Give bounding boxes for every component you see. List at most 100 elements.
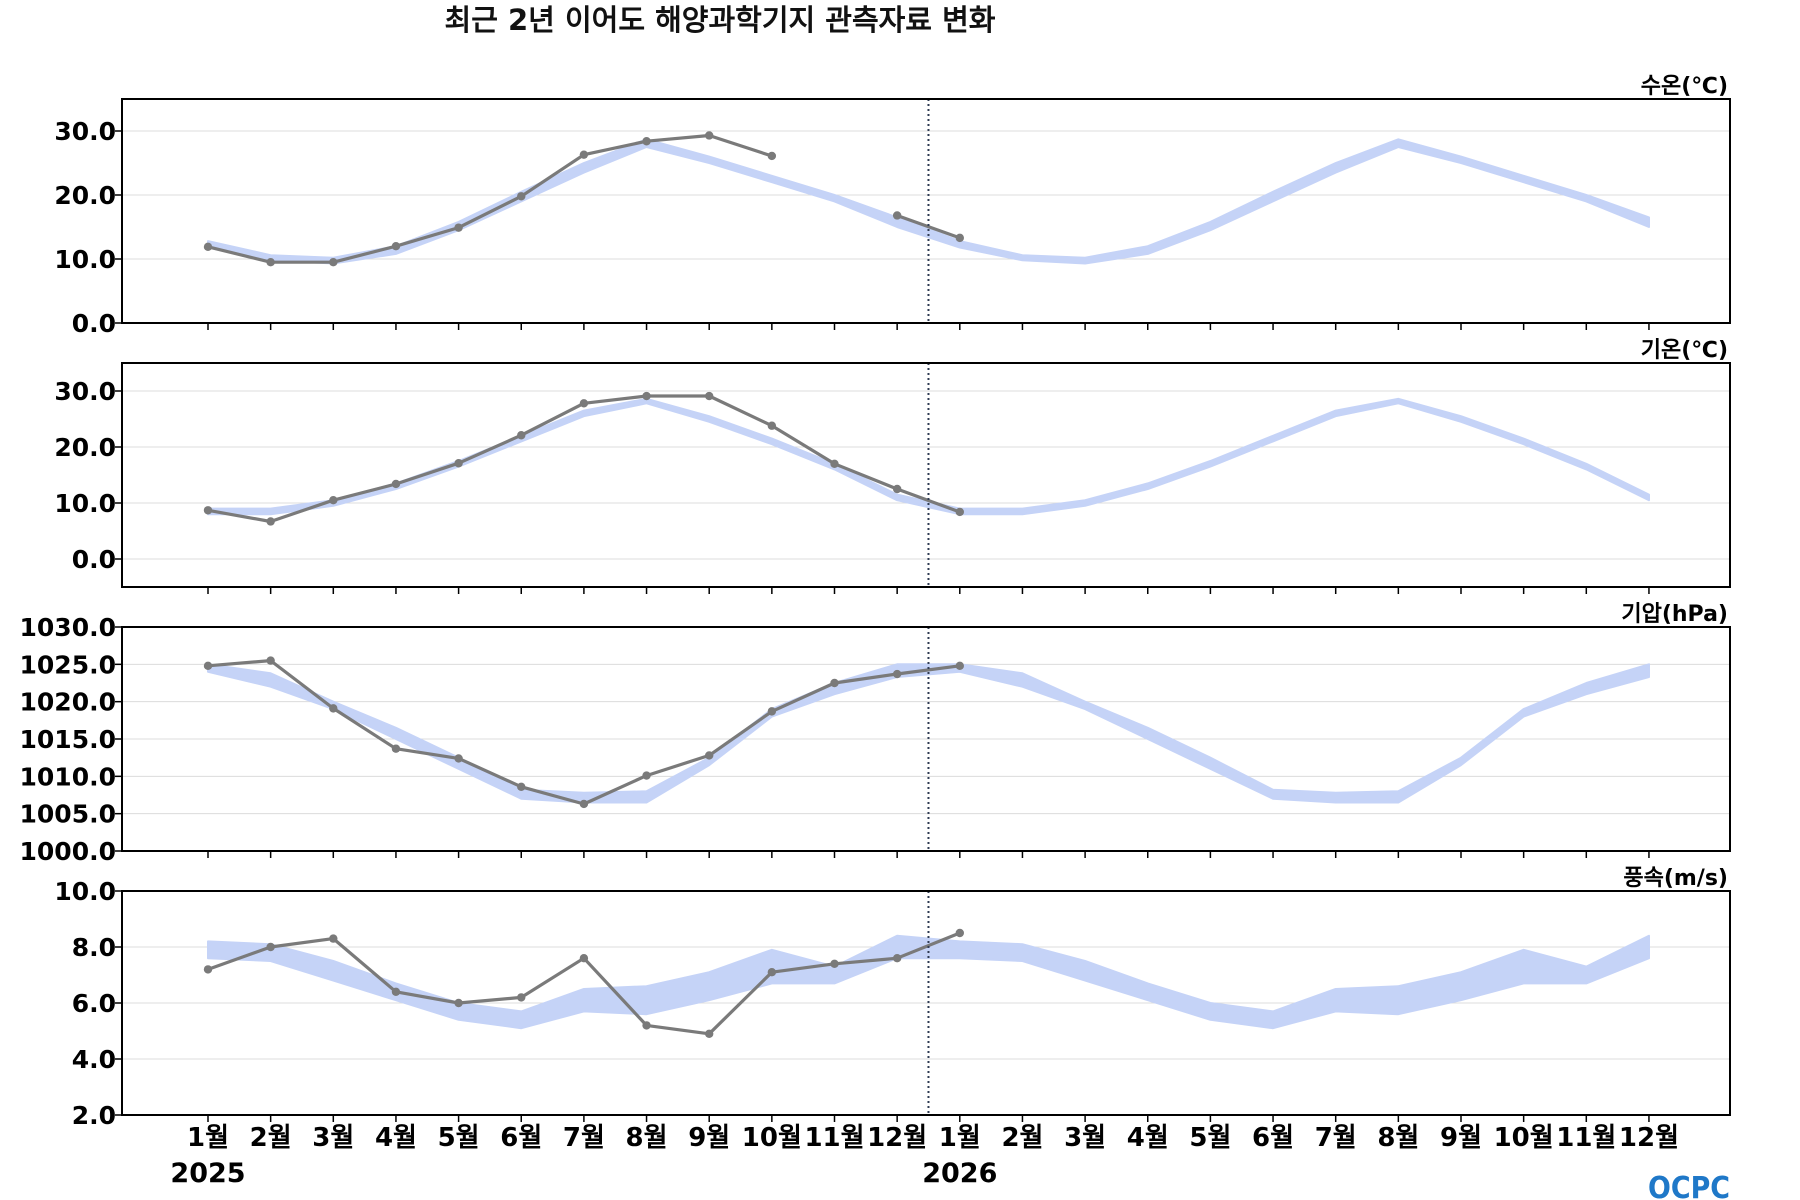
y-tick-label: 0.0 [72,309,116,338]
observed-point [579,399,589,408]
x-tick-label: 1월 [939,1123,981,1153]
observed-point [642,137,651,146]
climatology-band [207,397,1650,516]
observed-point [830,959,839,968]
observed-point [454,459,463,468]
panel-title: 기압(hPa) [1621,602,1728,627]
y-tick-label: 30.0 [54,117,116,146]
observed-point [329,496,338,505]
panel-frame [121,98,1731,324]
y-tick-label: 20.0 [54,181,116,210]
y-tick-label: 8.0 [72,933,116,962]
observed-point [391,987,401,996]
x-tick-label: 5월 [438,1123,480,1153]
chart-panels: 0.0 10.0 20.0 30.0 수온(℃) 0.0 10.0 20.0 30.0 기온(℃)… [20,74,1731,1130]
panel-title: 수온(℃) [1641,74,1728,99]
y-tick-label: 6.0 [72,989,116,1018]
x-tick-label: 10월 [1494,1123,1554,1153]
observed-point [830,459,839,468]
x-tick-label: 11월 [804,1123,864,1153]
x-tick-label: 9월 [1440,1123,1482,1153]
observed-point [391,242,401,251]
panel-frame [121,890,1731,1116]
observed-point [705,1029,714,1039]
observed-point [892,954,902,963]
observed-point [955,928,964,938]
observed-point [642,391,651,401]
observed-point [203,965,213,974]
observed-point [329,704,338,713]
observed-point [266,258,275,267]
x-tick-label: 3월 [312,1123,354,1153]
observed-point [642,771,651,780]
y-tick-label: 10.0 [54,489,116,518]
observed-point [266,942,275,952]
observed-point [955,233,964,243]
observed-point [892,484,902,494]
y-tick-label: 1020.0 [20,688,116,717]
observed-point [579,150,589,159]
observed-point [767,707,777,716]
observed-point [767,968,777,977]
x-tick-label: 12월 [1619,1123,1679,1153]
climatology-band [207,934,1650,1030]
chart-title: 최근 2년 이어도 해양과학기지 관측자료 변화 [445,3,996,37]
panel-title: 풍속(m/s) [1623,866,1728,891]
observed-point [955,507,964,517]
observed-point [705,391,714,401]
observed-point [830,678,839,688]
panel-title: 기온(℃) [1641,338,1728,363]
x-tick-label: 1월 [187,1123,229,1153]
panel-water-temperature: 0.0 10.0 20.0 30.0 수온(℃) [54,74,1731,338]
x-tick-label: 9월 [688,1123,730,1153]
year-label: 2025 [170,1158,245,1189]
observed-line [207,133,773,264]
observed-point [517,782,526,791]
x-tick-label: 10월 [742,1123,802,1153]
observed-line [207,658,961,806]
observed-point [391,479,401,489]
observed-point [454,223,463,232]
observed-point [203,242,213,252]
x-tick-label: 11월 [1556,1123,1616,1153]
x-tick-label: 2월 [250,1123,292,1153]
observed-point [955,661,964,671]
observed-point [579,799,589,809]
x-tick-label: 2월 [1001,1123,1043,1153]
y-tick-label: 1030.0 [20,613,116,642]
observed-point [329,258,338,267]
observed-point [391,744,401,753]
observed-point [266,656,275,665]
y-tick-label: 2.0 [72,1101,116,1130]
observed-point [642,1021,651,1030]
observed-point [454,754,463,763]
x-tick-label: 6월 [1252,1123,1294,1153]
observed-point [892,211,902,220]
observed-point [579,954,589,963]
year-label: 2026 [922,1158,997,1189]
x-tick-label: 5월 [1189,1123,1231,1153]
observed-point [517,431,526,440]
y-tick-label: 1010.0 [20,762,116,791]
observed-point [266,517,275,526]
x-axis: 1월 2월 3월 4월 5월 6월 7월 8월 9월 10월 11월 12월 1월 2월 3월 4월 5월 6월 7… [170,1123,1679,1189]
y-tick-label: 10.0 [54,877,116,906]
panel-frame [121,626,1731,852]
observed-point [517,192,526,201]
x-tick-label: 8월 [626,1123,668,1153]
observed-point [517,993,526,1002]
x-tick-label: 8월 [1377,1123,1419,1153]
observed-point [705,751,714,760]
x-tick-label: 3월 [1064,1123,1106,1153]
y-tick-label: 20.0 [54,433,116,462]
y-tick-label: 1005.0 [20,800,116,829]
y-tick-label: 10.0 [54,245,116,274]
panel-wind-speed: 2.0 4.0 6.0 8.0 10.0 풍속(m/s) [54,866,1731,1130]
observed-point [767,151,777,161]
observed-line [896,213,961,240]
y-tick-label: 4.0 [72,1045,116,1074]
observed-point [892,669,902,679]
y-tick-label: 30.0 [54,377,116,406]
climatology-band [207,138,1650,265]
